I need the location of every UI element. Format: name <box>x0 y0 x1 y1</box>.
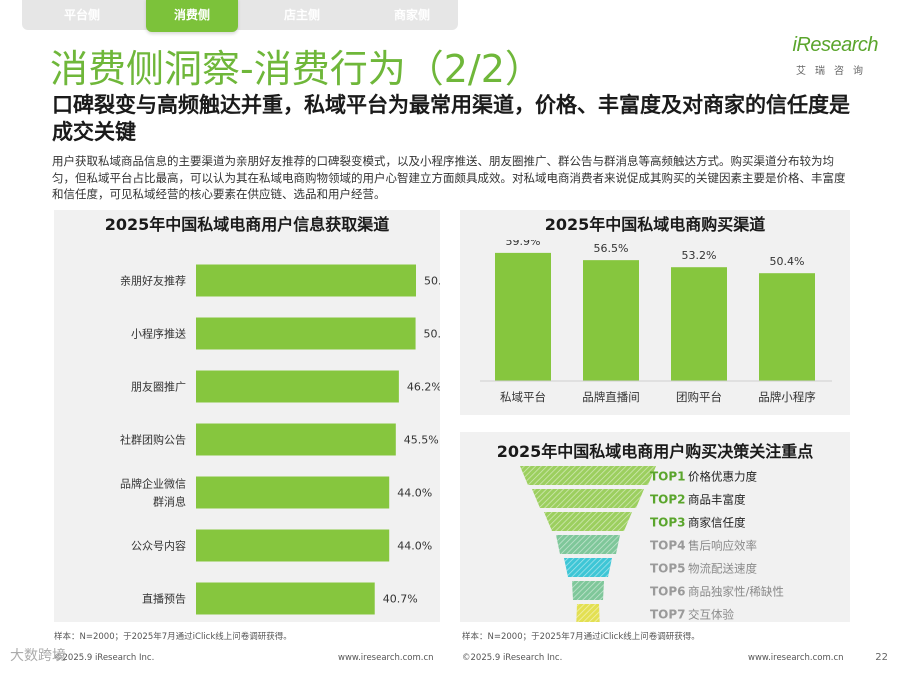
info-bar-5 <box>196 529 390 562</box>
funnel-item-2: 商家信任度 <box>688 516 746 530</box>
info-category-label-0: 亲朋好友推荐 <box>120 274 186 288</box>
page-subtitle: 口碑裂变与高频触达并重，私域平台为最常用渠道，价格、丰富度及对商家的信任度是成交… <box>52 93 850 144</box>
purchase-bar-0 <box>495 252 551 381</box>
info-category-label-3: 社群团购公告 <box>120 433 186 447</box>
purchase-bar-2 <box>671 267 727 381</box>
info-category-label-4-1: 群消息 <box>153 495 186 509</box>
purchase-category-label-2: 团购平台 <box>676 390 722 404</box>
funnel-item-3: 售后响应效率 <box>688 539 757 553</box>
funnel-item-4: 物流配送速度 <box>688 562 757 576</box>
info-category-label-2: 朋友圈推广 <box>131 380 186 394</box>
funnel-rank-6: TOP7 <box>650 608 686 622</box>
purchase-channel-panel: 2025年中国私域电商购买渠道 59.9% 私域平台 56.5% 品牌直播间 53.2%… <box>460 210 850 415</box>
left-copyright: ©2025.9 iResearch Inc. <box>54 653 155 663</box>
iresearch-logo: iResearch 艾瑞咨询 <box>778 28 878 77</box>
section-tabs: 平台侧 消费侧 店主侧 商家侧 <box>22 0 458 32</box>
info-bar-1 <box>196 317 416 350</box>
funnel-rank-1: TOP2 <box>650 493 686 507</box>
info-category-label-5: 公众号内容 <box>131 539 186 553</box>
purchase-bar-1 <box>583 260 639 381</box>
page-title: 消费侧洞察-消费行为（2/2） <box>50 47 543 91</box>
funnel-item-1: 商品丰富度 <box>688 493 746 507</box>
funnel-item-6: 交互体验 <box>688 608 734 622</box>
tab-1[interactable]: 消费侧 <box>146 0 238 32</box>
purchase-channel-chart: 59.9% 私域平台 56.5% 品牌直播间 53.2% 团购平台 50.4% 品牌小程序 <box>480 240 832 404</box>
page-number: 22 <box>875 652 888 663</box>
info-bar-4 <box>196 476 390 509</box>
info-value-label-1: 50.0% <box>424 328 440 341</box>
info-bar-0 <box>196 264 416 297</box>
purchase-category-label-0: 私域平台 <box>500 390 546 404</box>
info-value-label-0: 50.1% <box>424 275 440 288</box>
purchase-category-label-1: 品牌直播间 <box>582 390 640 404</box>
purchase-bar-3 <box>759 273 815 381</box>
funnel-rank-0: TOP1 <box>650 470 686 484</box>
funnel-item-0: 价格优惠力度 <box>688 470 757 484</box>
left-site: www.iresearch.com.cn <box>338 653 434 663</box>
logo-cn: 艾瑞咨询 <box>796 66 872 77</box>
funnel-item-5: 商品独家性/稀缺性 <box>688 585 784 599</box>
right-site: www.iresearch.com.cn <box>748 653 844 663</box>
info-channel-panel: 2025年中国私域电商用户信息获取渠道 亲朋好友推荐 50.1% 小程序推送 50.0… <box>54 210 440 622</box>
purchase-value-label-0: 59.9% <box>506 240 541 248</box>
purchase-value-label-2: 53.2% <box>682 249 717 262</box>
info-value-label-4: 44.0% <box>397 487 432 500</box>
watermark: 大数跨境 <box>10 648 66 664</box>
funnel-layer-hatch-6 <box>576 604 600 622</box>
purchase-channel-title: 2025年中国私域电商购买渠道 <box>544 215 766 234</box>
info-value-label-6: 40.7% <box>383 593 418 606</box>
info-bar-2 <box>196 370 399 403</box>
info-value-label-3: 45.5% <box>404 434 439 447</box>
funnel-rank-2: TOP3 <box>650 516 686 530</box>
decision-focus-panel: 2025年中国私域电商用户购买决策关注重点 TOP1 价格优惠力度 TOP2 商品丰富… <box>460 432 850 622</box>
info-value-label-5: 44.0% <box>397 540 432 553</box>
right-copyright: ©2025.9 iResearch Inc. <box>462 653 563 663</box>
purchase-value-label-3: 50.4% <box>770 255 805 268</box>
info-category-label-6: 直播预告 <box>142 592 186 606</box>
info-bar-3 <box>196 423 396 456</box>
purchase-value-label-1: 56.5% <box>594 242 629 255</box>
funnel-rank-5: TOP6 <box>650 585 686 599</box>
funnel-layer-hatch-0 <box>520 466 656 485</box>
funnel-layer-hatch-3 <box>556 535 620 554</box>
purchase-category-label-3: 品牌小程序 <box>758 390 816 404</box>
tab-0[interactable]: 平台侧 <box>63 8 100 22</box>
funnel-layer-hatch-4 <box>564 558 612 577</box>
decision-focus-title: 2025年中国私域电商用户购买决策关注重点 <box>496 442 814 461</box>
right-sample-note: 样本：N=2000；于2025年7月通过iClick线上问卷调研获得。 <box>462 632 700 642</box>
info-channel-title: 2025年中国私域电商用户信息获取渠道 <box>104 215 390 234</box>
info-category-label-1: 小程序推送 <box>131 327 186 341</box>
info-bar-6 <box>196 582 375 615</box>
funnel-rank-3: TOP4 <box>650 539 686 553</box>
page-body: 用户获取私域商品信息的主要渠道为亲朋好友推荐的口碑裂变模式，以及小程序推送、朋友… <box>52 154 846 201</box>
left-sample-note: 样本：N=2000；于2025年7月通过iClick线上问卷调研获得。 <box>54 632 292 642</box>
tab-3[interactable]: 商家侧 <box>393 8 430 22</box>
funnel-rank-4: TOP5 <box>650 562 686 576</box>
info-value-label-2: 46.2% <box>407 381 440 394</box>
info-channel-chart: 亲朋好友推荐 50.1% 小程序推送 50.0% 朋友圈推广 46.2% 社群团购公告 45.… <box>120 264 440 615</box>
funnel-layer-hatch-5 <box>572 581 604 600</box>
logo-text: iResearch <box>792 34 878 56</box>
funnel-layer-hatch-1 <box>532 489 644 508</box>
tab-2[interactable]: 店主侧 <box>283 8 320 22</box>
funnel-layer-hatch-2 <box>544 512 632 531</box>
info-category-label-4-0: 品牌企业微信 <box>120 477 186 491</box>
